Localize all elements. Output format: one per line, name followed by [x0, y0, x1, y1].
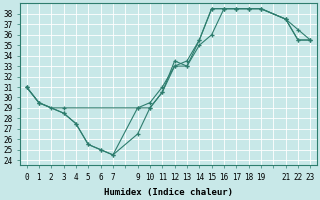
- X-axis label: Humidex (Indice chaleur): Humidex (Indice chaleur): [104, 188, 233, 197]
